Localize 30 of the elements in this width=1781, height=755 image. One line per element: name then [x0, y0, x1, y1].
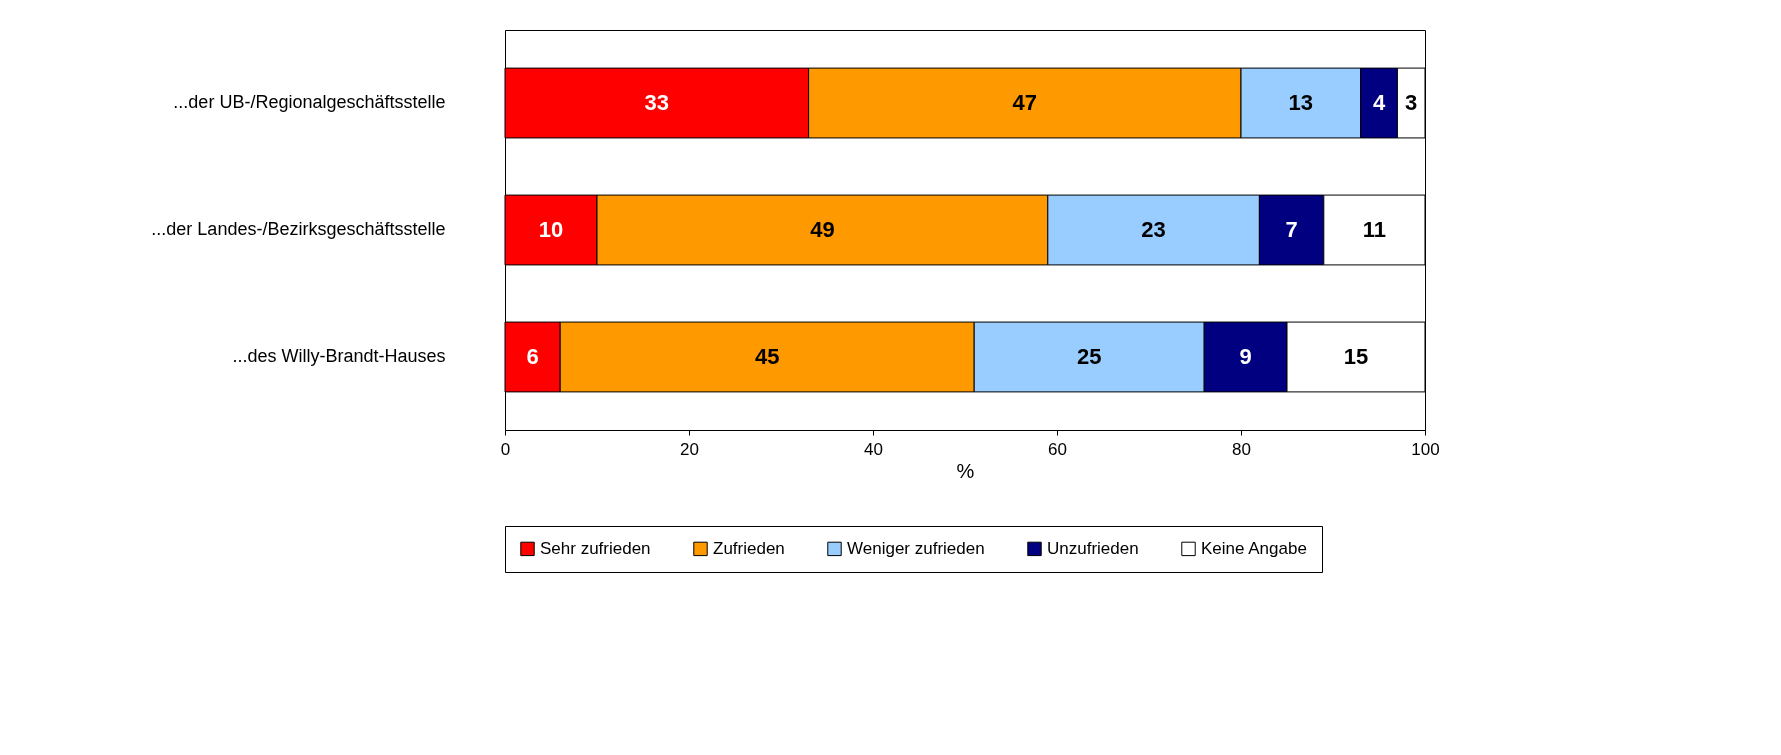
y-tick-label: ...der UB-/Regionalgeschäftsstelle [173, 92, 446, 113]
data-label: 11 [1362, 217, 1387, 242]
x-tick-label: 40 [864, 439, 883, 459]
data-label: 25 [1076, 343, 1102, 369]
legend-label: Sehr zufrieden [540, 538, 651, 558]
x-tick-label: 100 [1411, 439, 1440, 459]
data-label: 9 [1239, 343, 1252, 369]
x-tick-label: 80 [1232, 439, 1251, 459]
x-tick-label: 20 [680, 439, 699, 459]
legend-label: Keine Angabe [1201, 538, 1307, 558]
data-label: 10 [538, 217, 564, 242]
data-label: 45 [754, 343, 780, 369]
data-label: 13 [1288, 90, 1314, 116]
data-label: 7 [1285, 217, 1298, 242]
legend-label: Weniger zufrieden [847, 538, 985, 558]
data-label: 23 [1141, 217, 1166, 242]
x-tick-label: 0 [500, 439, 511, 459]
legend-label: Zufrieden [713, 538, 785, 558]
data-label: 47 [1012, 90, 1038, 116]
x-tick-label: 60 [1048, 439, 1067, 459]
data-label: 6 [526, 343, 539, 369]
data-label: 15 [1343, 343, 1369, 369]
legend-label: Unzufrieden [1047, 538, 1139, 558]
y-tick-label: ...der Landes-/Bezirksgeschäftsstelle [151, 219, 446, 239]
data-label: 4 [1372, 90, 1386, 116]
data-label: 49 [810, 217, 835, 242]
data-label: 33 [644, 90, 670, 116]
y-tick-label: ...des Willy-Brandt-Hauses [232, 345, 446, 366]
x-axis-title: % [956, 459, 975, 482]
data-label: 3 [1405, 90, 1418, 116]
